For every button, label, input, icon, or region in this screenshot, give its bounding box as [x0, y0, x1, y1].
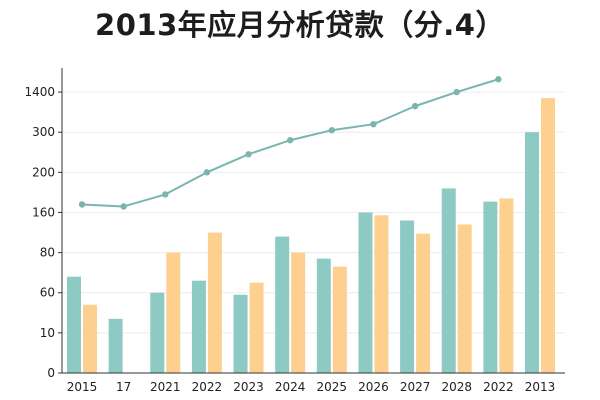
- bar: [358, 212, 373, 373]
- x-tick-label: 2026: [358, 380, 389, 394]
- bar: [191, 280, 206, 373]
- x-tick-label: 2025: [317, 380, 348, 394]
- bar: [108, 318, 123, 373]
- y-tick-label: 200: [32, 165, 55, 179]
- line-point: [286, 137, 294, 144]
- bar: [67, 276, 81, 373]
- bar: [400, 220, 415, 373]
- bar: [457, 224, 472, 373]
- bar: [249, 282, 264, 373]
- bar: [150, 292, 165, 373]
- x-tick-label: 2013: [525, 380, 556, 394]
- y-tick-label: 1400: [24, 85, 55, 99]
- bar: [291, 252, 306, 373]
- line-point: [370, 120, 377, 128]
- bar: [166, 252, 181, 373]
- bar: [416, 233, 431, 373]
- bars: [67, 98, 555, 373]
- bar: [316, 258, 331, 373]
- y-tick-label: 60: [40, 286, 55, 300]
- bar: [374, 215, 389, 373]
- x-tick-label: 17: [116, 380, 131, 394]
- y-tick-label: 10: [40, 326, 55, 340]
- bar: [525, 132, 539, 373]
- bar: [83, 304, 97, 373]
- line-point: [453, 88, 460, 96]
- x-tick-label: 2015: [67, 380, 98, 394]
- line-point: [328, 127, 336, 134]
- line-point: [120, 203, 127, 210]
- x-tick-label: 2022: [483, 380, 514, 394]
- y-tick-label: 80: [40, 246, 55, 260]
- line-point: [495, 76, 502, 83]
- bar: [207, 232, 222, 373]
- x-tick-label: 2024: [275, 380, 306, 394]
- x-tick-label: 2022: [192, 380, 223, 394]
- line-point: [245, 151, 252, 158]
- x-tick-label: 2027: [400, 380, 431, 394]
- line-point: [78, 201, 86, 208]
- bar: [541, 98, 555, 373]
- bar: [275, 236, 290, 373]
- y-tick-label: 300: [32, 125, 55, 139]
- bar: [233, 294, 248, 373]
- y-tick-label: 0: [47, 366, 55, 380]
- trend-line: [78, 76, 502, 210]
- line-point: [203, 169, 211, 176]
- x-tick-label: 2028: [441, 380, 472, 394]
- y-tick-label: 160: [32, 205, 55, 219]
- bar: [441, 188, 456, 373]
- bar: [332, 266, 347, 373]
- x-tick-label: 2023: [233, 380, 264, 394]
- y-axis-ticks: 0 10 60 80 160 200 300 1400: [24, 85, 62, 380]
- x-tick-label: 2021: [150, 380, 181, 394]
- bar: [499, 198, 514, 373]
- line-point: [162, 191, 169, 198]
- line-point: [411, 102, 419, 110]
- bar: [483, 201, 498, 373]
- chart-title: 2013年应月分析贷款（分.4）: [95, 8, 505, 42]
- x-axis-ticks: 2015 17 2021 2022 2023 2024 2025 2026 2027 2028 20…: [67, 380, 556, 394]
